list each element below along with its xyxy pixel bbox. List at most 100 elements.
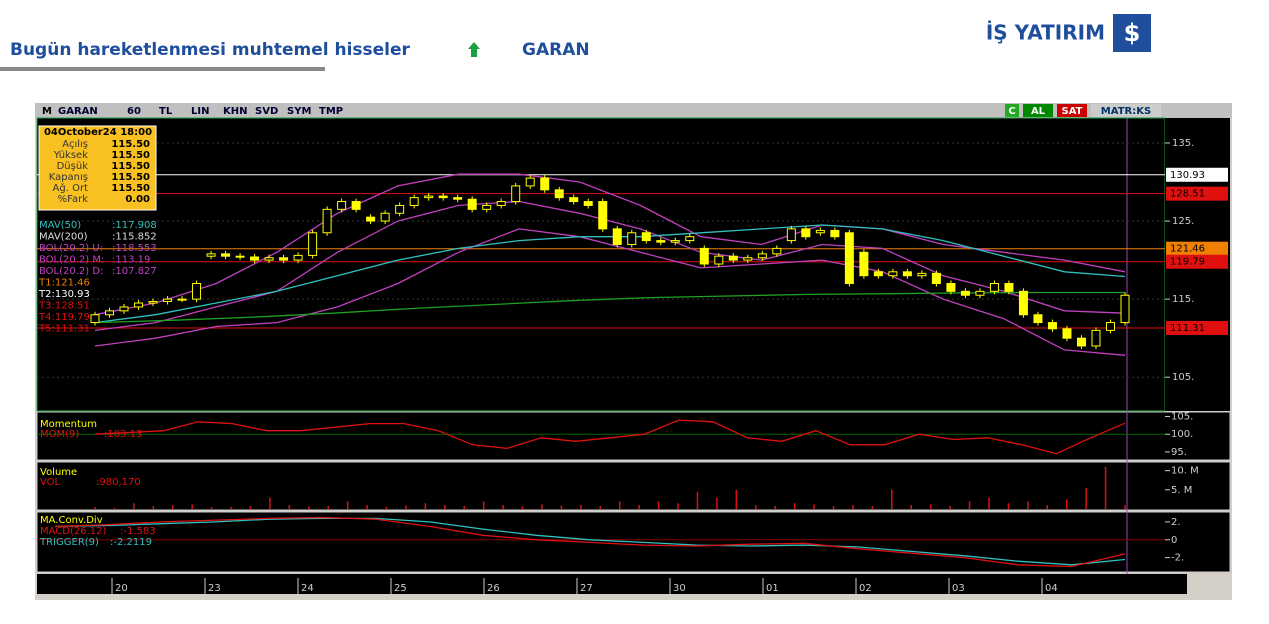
y-tick-label: 100. [1171, 429, 1193, 440]
candle [873, 271, 883, 277]
candle [931, 272, 941, 285]
legend-label: BOL(20.2) D: [39, 266, 103, 277]
indicator-line [94, 224, 1126, 324]
candle [540, 177, 550, 191]
panel-value: :103.13 [104, 429, 142, 440]
candle [482, 204, 492, 210]
candle [554, 189, 564, 199]
legend-label: T3:128.51 [38, 301, 90, 312]
x-tick-label: 27 [580, 583, 593, 594]
level-box [1166, 186, 1228, 201]
candle [438, 195, 448, 199]
candle [250, 256, 260, 261]
x-tick-label: 03 [952, 583, 965, 594]
candle [409, 197, 419, 206]
info-value: 0.00 [125, 194, 150, 205]
panel-value: :980,170 [96, 477, 141, 488]
info-key: Kapanış [49, 172, 88, 183]
title: Bugün hareketlenmesi muhtemel hisseler [10, 40, 411, 60]
y-tick-label: 5. M [1171, 485, 1192, 496]
info-key: Yüksek [53, 150, 88, 161]
candle [235, 255, 245, 258]
level-box [1166, 167, 1228, 182]
candle [1047, 322, 1057, 330]
candle [801, 228, 811, 238]
candle [163, 298, 173, 302]
y-tick-label: 115. [1172, 294, 1194, 305]
candle [714, 255, 724, 265]
underline [0, 67, 325, 71]
y-tick-label: 0 [1171, 535, 1177, 546]
candle [641, 232, 651, 242]
info-key: Düşük [57, 161, 89, 172]
candle [627, 232, 637, 245]
indicator-line [94, 228, 1126, 356]
x-tick-label: 30 [673, 583, 686, 594]
candle [148, 300, 158, 304]
legend-value: :117.908 [112, 220, 157, 231]
candle [221, 253, 231, 257]
candle [395, 204, 405, 214]
candle [1105, 322, 1115, 331]
toolbar-button-bg [1023, 104, 1053, 117]
candle [830, 229, 840, 238]
candle [656, 240, 666, 243]
info-value: 115.50 [111, 139, 150, 150]
candle [1076, 337, 1086, 347]
candle [844, 232, 854, 285]
panel-title: MA.Conv.Div [40, 515, 103, 526]
toolbar-button: AL [1031, 106, 1046, 117]
candle [496, 201, 506, 206]
toolbar-button: SAT [1062, 106, 1083, 117]
candle [612, 228, 622, 245]
toolbar-button: GARAN [58, 106, 98, 117]
toolbar-button-bg [1091, 104, 1161, 117]
toolbar-button: M [42, 106, 52, 117]
time-axis [37, 574, 1187, 594]
candle [264, 257, 274, 261]
candle [322, 208, 332, 234]
legend-value: :113.19 [112, 255, 150, 266]
toolbar-button: MATR:KS [1101, 106, 1151, 117]
candle [424, 195, 434, 199]
candle [598, 201, 608, 230]
macd-line [54, 516, 1126, 568]
toolbar-button: C [1008, 106, 1015, 117]
candle [119, 306, 129, 312]
info-date: 04October24 18:00 [44, 127, 152, 138]
toolbar-button-bg [1005, 104, 1019, 117]
candle [525, 177, 535, 187]
candle [1004, 283, 1014, 292]
candle [975, 290, 985, 296]
candle [859, 251, 869, 277]
logo-text: İŞ YATIRIM [986, 21, 1105, 45]
level-box [1166, 254, 1228, 269]
toolbar-button: TL [159, 106, 173, 117]
y-tick-label: 135. [1172, 138, 1194, 149]
legend-label: MAV(50) [39, 220, 81, 231]
candle [1091, 329, 1101, 347]
candle [917, 272, 927, 277]
candle [728, 255, 738, 261]
candle [177, 298, 187, 301]
y-tick-label: 105. [1172, 372, 1194, 383]
legend-label: BOL(20.2) M: [39, 255, 104, 266]
price-panel [36, 117, 1166, 412]
candle [757, 253, 767, 259]
panel-label: TRIGGER(9) [39, 537, 99, 548]
y-tick-label: 105. [1171, 412, 1193, 423]
level-label: 128.51 [1170, 189, 1205, 200]
toolbar-button: LIN [191, 106, 209, 117]
panel-label: MOM(9) [40, 429, 79, 440]
level-box [1166, 320, 1228, 335]
candle [308, 232, 318, 256]
panel-value: :-1.583 [120, 526, 156, 537]
arrow-icon [468, 42, 480, 57]
toolbar-button: TMP [319, 106, 343, 117]
toolbar-button: SYM [287, 106, 311, 117]
candle [1062, 328, 1072, 339]
level-label: 111.31 [1170, 323, 1205, 334]
candle [453, 197, 463, 200]
legend-label: T4:119.79 [38, 312, 90, 323]
candle [511, 185, 521, 203]
